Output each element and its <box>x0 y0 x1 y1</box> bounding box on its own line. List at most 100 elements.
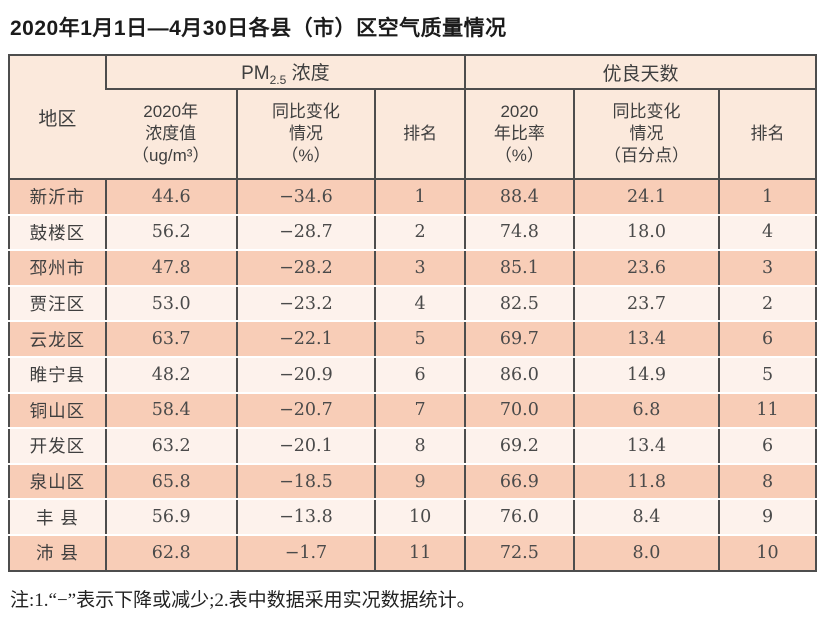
header-pm-value: 2020年 浓度值 （ug/m³） <box>105 89 237 180</box>
header-line: （ug/m³） <box>131 146 210 166</box>
value-cell: 53.0 <box>104 285 237 323</box>
header-line: 排名 <box>403 123 438 143</box>
header-good-ratio: 2020 年比率 （%） <box>463 89 574 180</box>
table-row: 云龙区 63.7 −22.1 5 69.7 13.4 6 <box>9 321 816 358</box>
value-cell: 10 <box>374 499 465 536</box>
value-cell: 6.8 <box>572 392 720 430</box>
value-cell: −34.6 <box>235 179 376 216</box>
header-line: 情况 <box>288 123 323 143</box>
table-row: 泉山区 65.8 −18.5 9 66.9 11.8 8 <box>9 463 816 501</box>
table-row: 沛 县 62.8 −1.7 11 72.5 8.0 10 <box>9 534 816 571</box>
value-cell: 2 <box>718 285 816 323</box>
value-cell: 48.2 <box>104 356 237 394</box>
header-line: 2020年 <box>143 101 199 121</box>
table-row: 新沂市 44.6 −34.6 1 88.4 24.1 1 <box>9 179 816 216</box>
value-cell: 1 <box>374 179 465 216</box>
header-line: （%） <box>494 146 544 166</box>
header-line: 浓度值 <box>145 123 197 143</box>
table-row: 丰 县 56.9 −13.8 10 76.0 8.4 9 <box>9 499 816 536</box>
value-cell: 58.4 <box>104 392 237 430</box>
region-cell: 邳州市 <box>9 250 106 287</box>
value-cell: 11.8 <box>572 463 720 501</box>
value-cell: 8.0 <box>572 534 720 571</box>
value-cell: −20.7 <box>235 392 376 430</box>
value-cell: 14.9 <box>572 356 720 394</box>
region-cell: 沛 县 <box>35 543 79 564</box>
value-cell: 72.5 <box>463 534 574 571</box>
header-pm-rank: 排名 <box>374 89 465 180</box>
value-cell: 1 <box>718 179 816 216</box>
value-cell: 63.2 <box>104 428 237 465</box>
value-cell: 3 <box>718 250 816 287</box>
header-line: （%） <box>281 146 331 166</box>
air-quality-table: 地区 PM2.5 浓度 优良天数 2020年 浓度值 （ug/m³） 同比变化 … <box>8 54 817 572</box>
table-row: 邳州市 47.8 −28.2 3 85.1 23.6 3 <box>9 250 816 287</box>
value-cell: 70.0 <box>463 392 574 430</box>
header-group-good-days: 优良天数 <box>463 55 816 90</box>
table-row: 贾汪区 53.0 −23.2 4 82.5 23.7 2 <box>9 285 816 323</box>
header-line: 2020 <box>500 101 539 121</box>
table-row: 鼓楼区 56.2 −28.7 2 74.8 18.0 4 <box>9 214 816 252</box>
value-cell: 69.2 <box>463 428 574 465</box>
value-cell: 24.1 <box>572 179 720 216</box>
pm-label-rest: 浓度 <box>286 62 330 84</box>
header-line: 排名 <box>750 123 785 143</box>
value-cell: 23.7 <box>572 285 720 323</box>
value-cell: 9 <box>718 499 816 536</box>
value-cell: −28.7 <box>235 214 376 252</box>
table-body: 新沂市 44.6 −34.6 1 88.4 24.1 1 鼓楼区 56.2 −28.7 2 74.8 1… <box>9 179 816 571</box>
header-line: （百分点） <box>603 146 689 166</box>
region-cell: 贾汪区 <box>9 285 106 323</box>
value-cell: 2 <box>374 214 465 252</box>
header-sub-row: 2020年 浓度值 （ug/m³） 同比变化 情况 （%） 排名 2020 年比… <box>9 89 816 180</box>
value-cell: 23.6 <box>572 250 720 287</box>
value-cell: −22.1 <box>235 321 376 358</box>
value-cell: 11 <box>374 534 465 571</box>
region-cell: 丰 县 <box>9 499 106 536</box>
value-cell: 8 <box>718 463 816 501</box>
pm-label-subscript: 2.5 <box>269 72 287 87</box>
region-cell: 鼓楼区 <box>9 214 106 252</box>
value-cell: 56.2 <box>104 214 237 252</box>
value-cell: 82.5 <box>463 285 574 323</box>
value-cell: 7 <box>374 392 465 430</box>
value-cell: 8 <box>374 428 465 465</box>
value-cell: 13.4 <box>572 321 720 358</box>
table-header: 地区 PM2.5 浓度 优良天数 2020年 浓度值 （ug/m³） 同比变化 … <box>9 55 816 180</box>
header-line: 同比变化 <box>271 101 340 121</box>
value-cell: 4 <box>718 214 816 252</box>
value-cell: 11 <box>718 392 816 430</box>
value-cell: 6 <box>718 428 816 465</box>
value-cell: 5 <box>718 356 816 394</box>
header-pm-change: 同比变化 情况 （%） <box>235 89 376 180</box>
table-row: 开发区 63.2 −20.1 8 69.2 13.4 6 <box>9 428 816 465</box>
region-cell: 云龙区 <box>9 321 106 358</box>
header-group-row: 地区 PM2.5 浓度 优良天数 <box>9 55 816 180</box>
header-group-pm25: PM2.5 浓度 <box>104 55 465 90</box>
value-cell: −28.2 <box>235 250 376 287</box>
footnote: 注:1.“−”表示下降或减少;2.表中数据采用实况数据统计。 <box>10 589 476 611</box>
value-cell: 13.4 <box>572 428 720 465</box>
value-cell: 6 <box>718 321 816 358</box>
region-cell: 泉山区 <box>9 463 106 501</box>
table-row: 睢宁县 48.2 −20.9 6 86.0 14.9 5 <box>9 356 816 394</box>
value-cell: 88.4 <box>463 179 574 216</box>
header-line: 年比率 <box>493 123 545 143</box>
value-cell: −18.5 <box>235 463 376 501</box>
value-cell: 63.7 <box>104 321 237 358</box>
value-cell: 8.4 <box>572 499 720 536</box>
value-cell: −13.8 <box>235 499 376 536</box>
header-line: 同比变化 <box>612 101 681 121</box>
value-cell: 47.8 <box>104 250 237 287</box>
pm-label-main: PM <box>241 62 270 84</box>
value-cell: 62.8 <box>104 534 237 571</box>
value-cell: 6 <box>374 356 465 394</box>
value-cell: 85.1 <box>463 250 574 287</box>
value-cell: −20.9 <box>235 356 376 394</box>
value-cell: 65.8 <box>104 463 237 501</box>
page-title: 2020年1月1日—4月30日各县（市）区空气质量情况 <box>10 17 507 40</box>
value-cell: 56.9 <box>104 499 237 536</box>
value-cell: 66.9 <box>463 463 574 501</box>
region-cell: 开发区 <box>9 428 106 465</box>
